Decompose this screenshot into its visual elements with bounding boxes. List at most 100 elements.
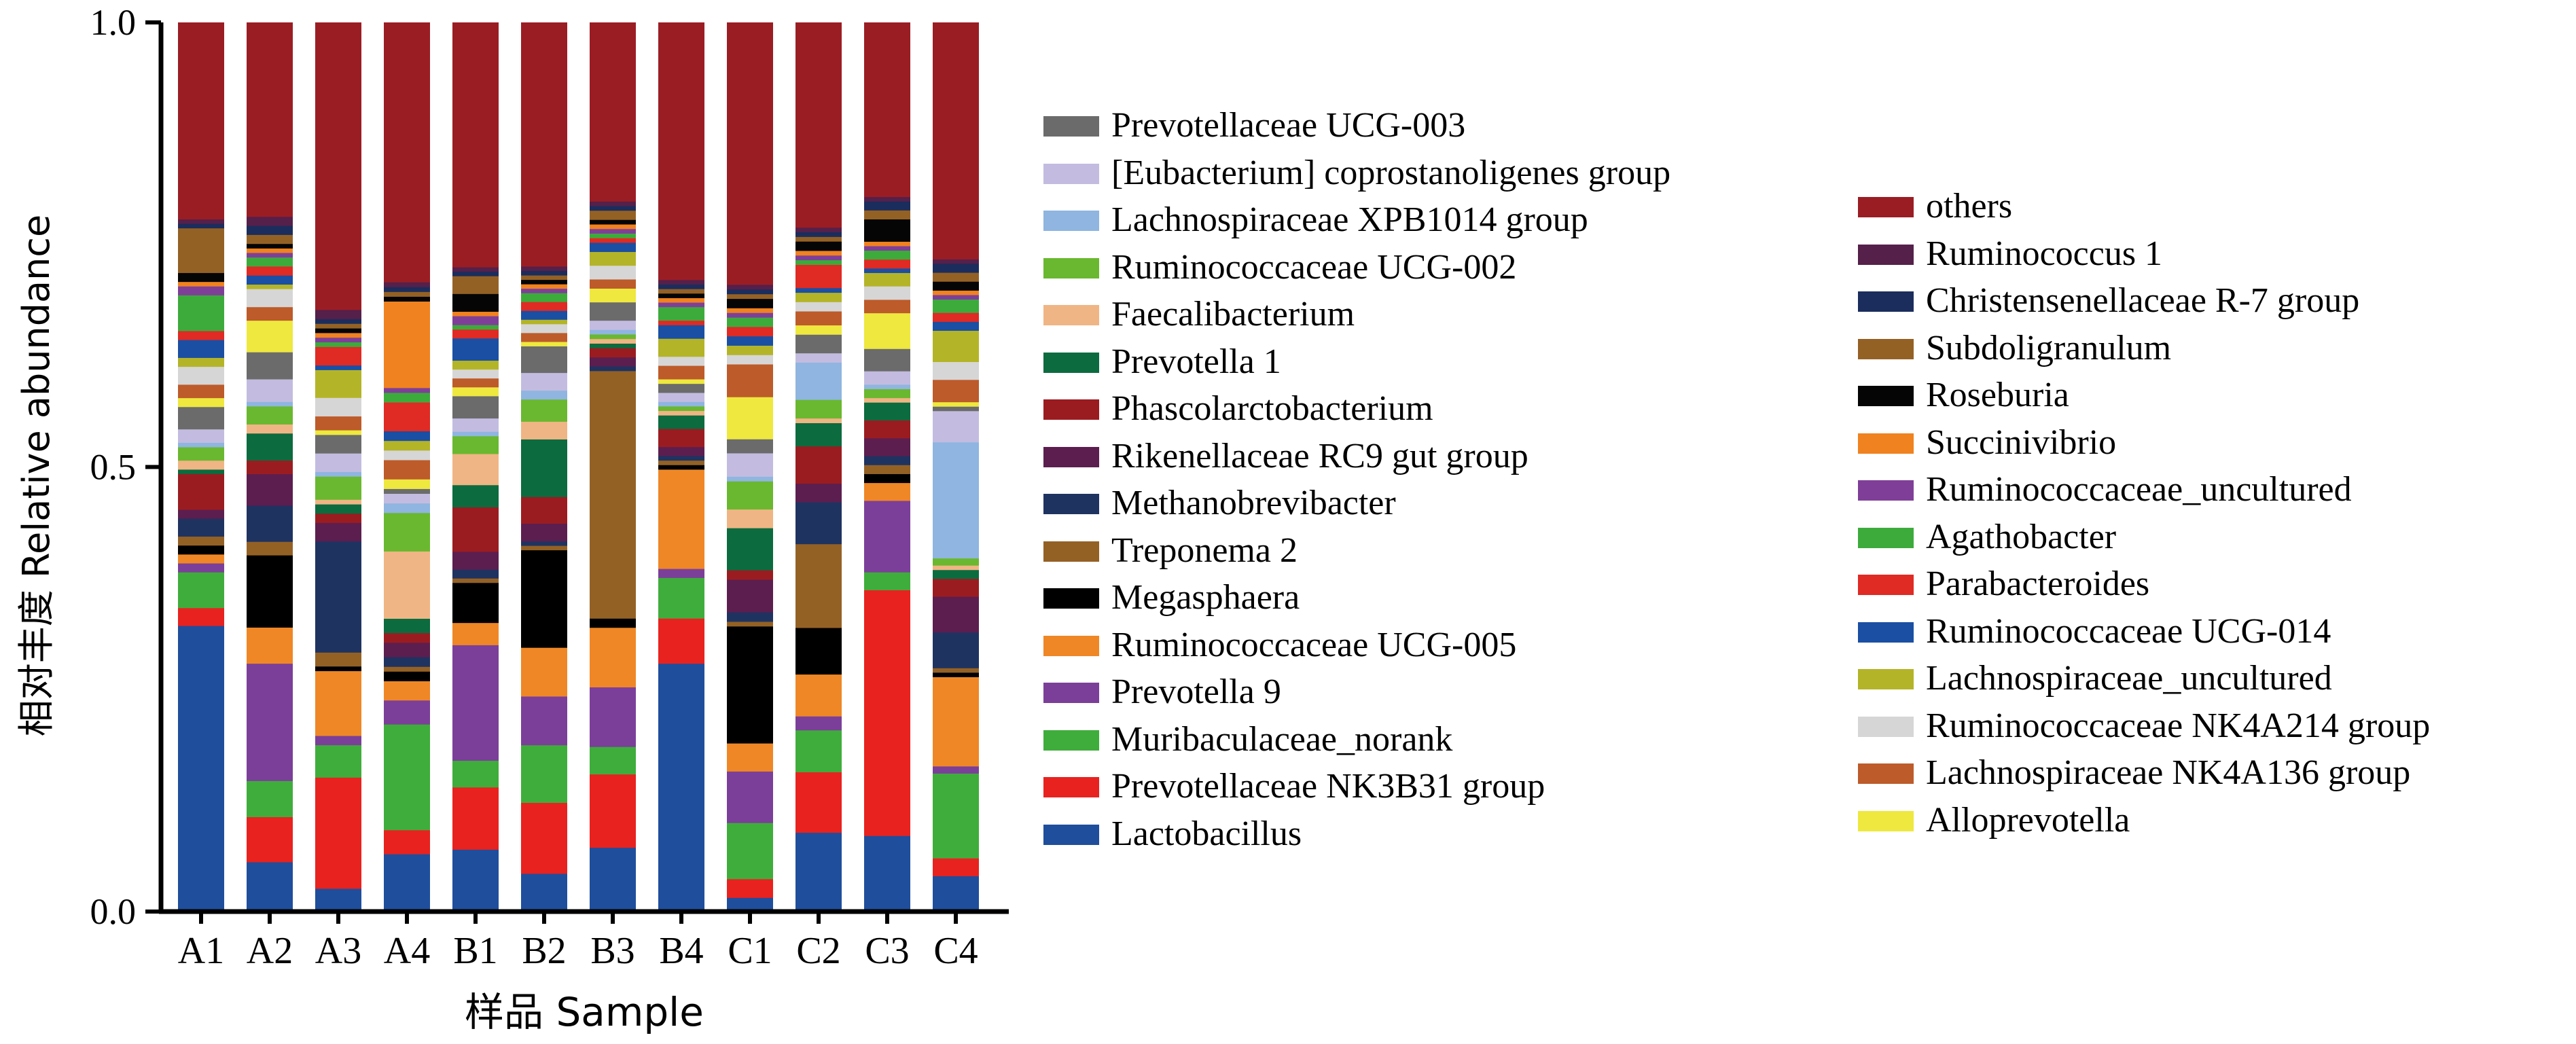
bar-segment-b2-lachnospiraceae-nk4a136-group — [521, 332, 567, 342]
bar-segment-c4-methanobrevibacter — [933, 632, 979, 668]
bar-segment-b1-megasphaera — [452, 582, 499, 624]
legend-swatch-agathobacter — [1858, 527, 1914, 548]
bar-segment-c1-phascolarctobacterium — [727, 570, 773, 580]
x-tick-label-b3: B3 — [590, 930, 634, 972]
legend-swatch-alloprevotella — [1858, 810, 1914, 831]
bar-segment-c3-phascolarctobacterium — [864, 420, 910, 439]
bar-segment-b2-eubacterium-coprostanoligenes-group — [521, 372, 567, 391]
bar-segment-b1-lachnospiraceae-xpb1014-group — [452, 431, 499, 437]
bar-segment-a4-eubacterium-coprostanoligenes-group — [384, 493, 430, 504]
legend-label-ruminococcaceae-nk4a214-group: Ruminococcaceae NK4A214 group — [1926, 706, 2431, 745]
bar-segment-b1-lachnospiraceae-uncultured — [452, 360, 499, 370]
bar-segment-a1-megasphaera — [178, 545, 224, 555]
bar-segment-c3-muribaculaceae-norank — [864, 572, 910, 590]
bar-segment-a3-eubacterium-coprostanoligenes-group — [315, 453, 361, 472]
bar-segment-a2-ruminococcaceae-nk4a214-group — [247, 289, 293, 308]
bar-segment-b4-prevotella-9 — [658, 569, 704, 578]
bar-segment-c4-megasphaera — [933, 672, 979, 677]
bar-segment-a1-prevotella-9 — [178, 562, 224, 573]
legend-swatch-parabacteroides — [1858, 575, 1914, 595]
bar-segment-a2-others — [247, 22, 293, 217]
bar-segment-b2-ruminococcaceae-ucg-002 — [521, 399, 567, 422]
bar-segment-a3-ruminococcus-1 — [315, 309, 361, 319]
legend-label-ruminococcaceae-ucg-005: Ruminococcaceae UCG-005 — [1111, 625, 1517, 664]
bar-segment-c1-ruminococcaceae-uncultured — [727, 312, 773, 318]
bar-segment-c4-ruminococcaceae-ucg-014 — [933, 321, 979, 331]
bar-segment-c1-ruminococcaceae-ucg-002 — [727, 481, 773, 510]
bar-segment-a4-ruminococcaceae-uncultured — [384, 387, 430, 393]
bar-segment-b2-rikenellaceae-rc9-gut-group — [521, 523, 567, 542]
bar-segment-a4-lactobacillus — [384, 854, 430, 912]
bar-segment-a4-ruminococcus-1 — [384, 282, 430, 287]
bar-segment-c1-megasphaera — [727, 626, 773, 744]
bar-segment-c4-prevotella-1 — [933, 569, 979, 579]
bar-segment-a2-christensenellaceae-r-7-group — [247, 226, 293, 235]
bar-segment-c2-ruminococcaceae-uncultured — [795, 255, 842, 261]
bar-segment-c3-ruminococcus-1 — [864, 196, 910, 202]
bar-segment-b1-treponema-2 — [452, 578, 499, 583]
bar-segment-c1-lactobacillus — [727, 897, 773, 912]
legend-swatch-subdoligranulum — [1858, 338, 1914, 359]
bar-segment-b1-ruminococcaceae-uncultured — [452, 315, 499, 325]
bar-segment-c4-ruminococcaceae-ucg-005 — [933, 677, 979, 767]
bar-segment-c2-treponema-2 — [795, 543, 842, 628]
bar-segment-c2-prevotella-9 — [795, 716, 842, 731]
bar-segment-c3-prevotellaceae-ucg-003 — [864, 348, 910, 372]
bar-segment-a1-succinivibrio — [178, 281, 224, 287]
legend-swatch-prevotella-9 — [1043, 683, 1099, 703]
bar-segment-c4-roseburia — [933, 281, 979, 291]
bar-segment-c4-ruminococcus-1 — [933, 259, 979, 264]
legend-label-prevotellaceae-ucg-003: Prevotellaceae UCG-003 — [1111, 106, 1466, 145]
bar-segment-c4-prevotella-9 — [933, 766, 979, 774]
bar-segment-a3-succinivibrio — [315, 332, 361, 338]
legend-swatch-ruminococcus-1 — [1858, 244, 1914, 265]
bar-segment-a4-ruminococcaceae-ucg-014 — [384, 431, 430, 442]
bar-segment-a4-prevotella-9 — [384, 700, 430, 725]
bar-segment-b3-lachnospiraceae-nk4a136-group — [590, 278, 636, 289]
x-axis-label: 样品 Sample — [465, 989, 704, 1035]
bar-segment-b2-lactobacillus — [521, 873, 567, 912]
bar-segment-a1-treponema-2 — [178, 536, 224, 546]
bar-segment-c4-succinivibrio — [933, 290, 979, 295]
bar-segment-b2-roseburia — [521, 279, 567, 285]
bar-segment-c2-ruminococcus-1 — [795, 227, 842, 233]
legend-label-succinivibrio: Succinivibrio — [1926, 422, 2117, 462]
bar-segment-a2-prevotella-1 — [247, 433, 293, 461]
bar-segment-c1-roseburia — [727, 298, 773, 308]
bar-segment-a1-alloprevotella — [178, 397, 224, 408]
bar-segment-c4-ruminococcaceae-uncultured — [933, 294, 979, 300]
bar-segment-a4-ruminococcaceae-ucg-002 — [384, 512, 430, 552]
bar-segment-a2-lactobacillus — [247, 861, 293, 912]
bar-segment-c1-lachnospiraceae-xpb1014-group — [727, 476, 773, 482]
bar-segment-c1-faecalibacterium — [727, 509, 773, 528]
bar-segment-b3-roseburia — [590, 219, 636, 225]
legend-swatch-christensenellaceae-r-7-group — [1858, 291, 1914, 312]
bar-segment-b2-prevotellaceae-nk3b31-group — [521, 802, 567, 874]
bar-segment-b2-prevotellaceae-ucg-003 — [521, 346, 567, 374]
bar-segment-b4-agathobacter — [658, 306, 704, 321]
bar-segment-c3-lachnospiraceae-xpb1014-group — [864, 384, 910, 389]
bar-segment-a4-christensenellaceae-r-7-group — [384, 287, 430, 292]
bar-segment-a3-lachnospiraceae-uncultured — [315, 370, 361, 398]
bar-segment-b2-lachnospiraceae-uncultured — [521, 319, 567, 325]
bar-segment-c4-others — [933, 22, 979, 259]
bar-segment-b3-lachnospiraceae-xpb1014-group — [590, 329, 636, 335]
bar-segment-a4-agathobacter — [384, 392, 430, 403]
bar-segment-b4-parabacteroides — [658, 320, 704, 325]
bar-segment-b1-muribaculaceae-norank — [452, 760, 499, 788]
bar-segment-c1-alloprevotella — [727, 397, 773, 439]
legend-label-lachnospiraceae-nk4a136-group: Lachnospiraceae NK4A136 group — [1926, 753, 2411, 792]
legend-swatch-megasphaera — [1043, 588, 1099, 609]
bar-segment-a2-succinivibrio — [247, 248, 293, 253]
bar-segment-c3-ruminococcaceae-ucg-002 — [864, 389, 910, 399]
bar-segment-a4-muribaculaceae-norank — [384, 724, 430, 831]
bar-segment-b4-phascolarctobacterium — [658, 429, 704, 448]
bar-segment-a2-muribaculaceae-norank — [247, 780, 293, 818]
x-tick-label-c2: C2 — [796, 930, 840, 972]
bar-segment-c4-subdoligranulum — [933, 272, 979, 282]
legend-swatch-methanobrevibacter — [1043, 494, 1099, 514]
bar-segment-b1-roseburia — [452, 293, 499, 312]
bar-segment-a1-subdoligranulum — [178, 228, 224, 273]
bar-segment-c4-parabacteroides — [933, 312, 979, 322]
bar-segment-c1-lachnospiraceae-nk4a136-group — [727, 363, 773, 397]
